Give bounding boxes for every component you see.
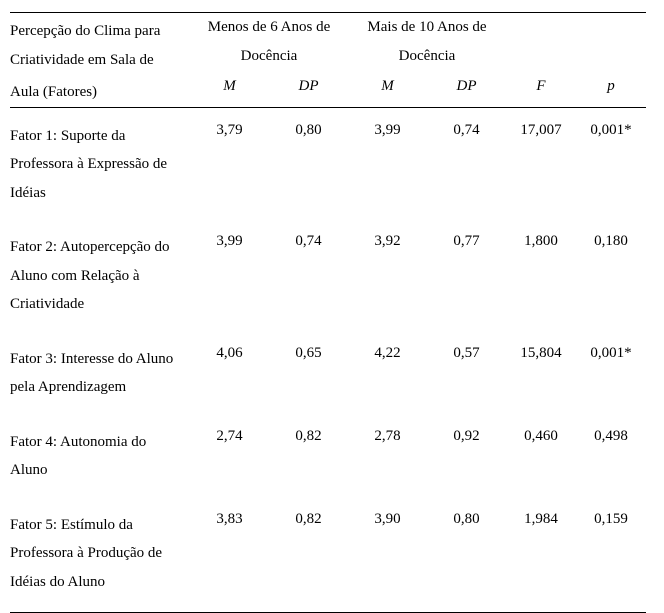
p-cell: 0,159 [576,501,646,613]
f-header-blank [506,13,576,75]
m2-cell: 3,99 [348,107,427,223]
dp2-cell: 0,77 [427,223,506,335]
dp2-cell: 0,92 [427,418,506,501]
table-row: Fator 1: Suporte da Professora à Express… [10,107,646,223]
hdr-line3: Aula (Fatores) [10,84,97,100]
dp2-cell: 0,74 [427,107,506,223]
dp1-cell: 0,74 [269,223,348,335]
anova-table: Percepção do Clima para Criatividade em … [10,12,646,613]
table-row: Fator 3: Interesse do Aluno pela Aprendi… [10,335,646,418]
header-row-3: Aula (Fatores) M DP M DP F p [10,74,646,107]
factor-cell: Fator 3: Interesse do Aluno pela Aprendi… [10,335,190,418]
sub-dp2: DP [427,74,506,107]
group1-header: Menos de 6 Anos de Docência [190,13,348,75]
m1-cell: 3,83 [190,501,269,613]
g1-line1: Menos de 6 Anos de [208,19,331,35]
f-cell: 17,007 [506,107,576,223]
f-cell: 0,460 [506,418,576,501]
p-cell: 0,498 [576,418,646,501]
factor-header-top: Percepção do Clima para Criatividade em … [10,13,190,75]
f-cell: 1,800 [506,223,576,335]
table-body: Fator 1: Suporte da Professora à Express… [10,107,646,613]
m2-cell: 3,90 [348,501,427,613]
factor-cell: Fator 1: Suporte da Professora à Express… [10,107,190,223]
table-row: Fator 4: Autonomia do Aluno 2,74 0,82 2,… [10,418,646,501]
sub-m1: M [190,74,269,107]
hdr-line2: Criatividade em Sala de [10,52,154,68]
m2-cell: 2,78 [348,418,427,501]
p-cell: 0,001* [576,107,646,223]
m2-cell: 4,22 [348,335,427,418]
dp2-cell: 0,57 [427,335,506,418]
dp1-cell: 0,82 [269,501,348,613]
sub-f: F [506,74,576,107]
p-cell: 0,001* [576,335,646,418]
sub-p: p [576,74,646,107]
dp2-cell: 0,80 [427,501,506,613]
sub-m2: M [348,74,427,107]
factor-cell: Fator 5: Estímulo da Professora à Produç… [10,501,190,613]
g2-line1: Mais de 10 Anos de [367,19,486,35]
g1-line2: Docência [241,48,298,64]
m1-cell: 4,06 [190,335,269,418]
f-cell: 1,984 [506,501,576,613]
p-header-blank [576,13,646,75]
m1-cell: 3,79 [190,107,269,223]
sub-dp1: DP [269,74,348,107]
g2-line2: Docência [399,48,456,64]
factor-cell: Fator 2: Autopercepção do Aluno com Rela… [10,223,190,335]
table-row: Fator 5: Estímulo da Professora à Produç… [10,501,646,613]
m1-cell: 3,99 [190,223,269,335]
group2-header: Mais de 10 Anos de Docência [348,13,506,75]
dp1-cell: 0,80 [269,107,348,223]
m2-cell: 3,92 [348,223,427,335]
p-cell: 0,180 [576,223,646,335]
m1-cell: 2,74 [190,418,269,501]
hdr-line1: Percepção do Clima para [10,23,160,39]
dp1-cell: 0,82 [269,418,348,501]
dp1-cell: 0,65 [269,335,348,418]
table-row: Fator 2: Autopercepção do Aluno com Rela… [10,223,646,335]
f-cell: 15,804 [506,335,576,418]
factor-cell: Fator 4: Autonomia do Aluno [10,418,190,501]
factor-header-bottom: Aula (Fatores) [10,74,190,107]
